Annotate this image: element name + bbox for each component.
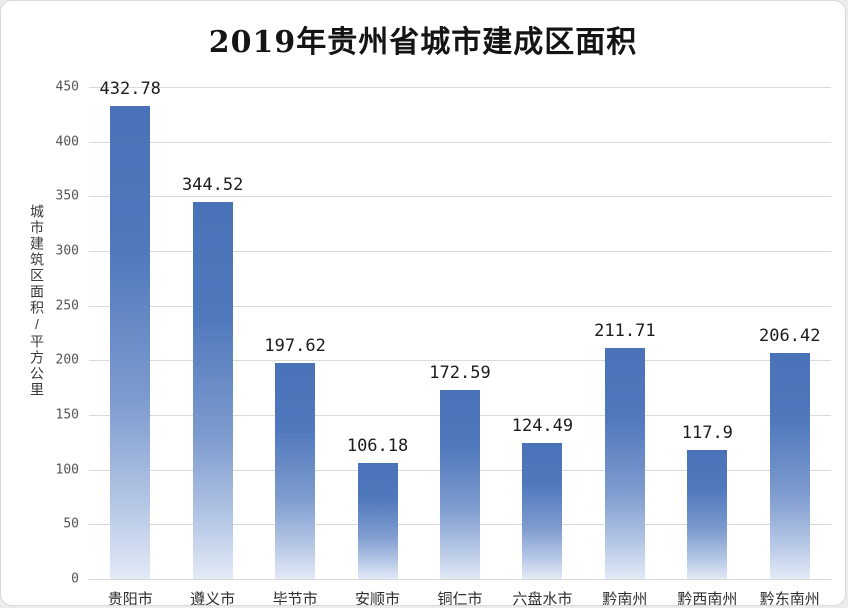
y-tick-label: 300 bbox=[55, 243, 79, 259]
x-axis-category-label: 六盘水市 bbox=[512, 591, 573, 606]
bar-value-label: 206.42 bbox=[759, 326, 821, 347]
bar-value-label: 197.62 bbox=[264, 335, 326, 356]
bar-value-label: 124.49 bbox=[511, 415, 574, 436]
x-axis-category-label: 铜仁市 bbox=[437, 591, 483, 606]
bar[interactable] bbox=[357, 462, 398, 579]
bar[interactable] bbox=[604, 347, 645, 579]
bar-value-label: 344.52 bbox=[181, 175, 244, 196]
bar-value-label: 172.59 bbox=[429, 363, 491, 384]
y-tick-label: 250 bbox=[55, 298, 79, 314]
y-tick-label: 0 bbox=[71, 571, 79, 587]
bar-value-label: 106.18 bbox=[346, 435, 409, 456]
bar[interactable] bbox=[522, 442, 563, 579]
bar[interactable] bbox=[275, 362, 316, 579]
gridline bbox=[89, 196, 831, 198]
x-axis-category-label: 毕节市 bbox=[272, 591, 318, 606]
gridline bbox=[89, 251, 831, 252]
bar-value-label: 117.9 bbox=[681, 423, 733, 444]
gridline bbox=[89, 579, 831, 580]
y-tick-label: 350 bbox=[55, 188, 79, 204]
y-tick-label: 450 bbox=[55, 79, 79, 95]
y-tick-label: 100 bbox=[55, 462, 79, 478]
y-axis-title: 城市建筑区面积/平方公里 bbox=[29, 204, 45, 398]
bar[interactable] bbox=[440, 390, 480, 579]
bar-value-label: 211.71 bbox=[594, 320, 656, 341]
chart-title: 2019年贵州省城市建成区面积 bbox=[208, 25, 638, 60]
x-axis-category-label: 黔西南州 bbox=[677, 591, 738, 606]
y-tick-label: 200 bbox=[55, 352, 79, 368]
x-axis-category-label: 黔南州 bbox=[602, 591, 648, 606]
plot-area: 0 50 100 150 200 250 300 350 400 450 432.78 344.52… bbox=[56, 79, 831, 605]
x-axis-category-label: 安顺市 bbox=[355, 591, 401, 606]
bar-value-label: 432.78 bbox=[99, 78, 161, 99]
bar[interactable] bbox=[192, 202, 233, 579]
x-axis-category-label: 遵义市 bbox=[190, 591, 236, 606]
y-tick-label: 50 bbox=[63, 516, 79, 532]
bar[interactable] bbox=[687, 450, 728, 579]
y-tick-label: 400 bbox=[55, 134, 79, 150]
bar[interactable] bbox=[110, 105, 151, 579]
gridline bbox=[89, 305, 831, 307]
x-axis-category-label: 黔东南州 bbox=[759, 591, 820, 606]
gridline bbox=[89, 141, 831, 143]
bar[interactable] bbox=[769, 353, 810, 579]
x-axis-category-label: 贵阳市 bbox=[107, 591, 153, 606]
gridline bbox=[89, 360, 831, 362]
gridline bbox=[89, 87, 831, 88]
y-tick-label: 150 bbox=[55, 407, 79, 423]
